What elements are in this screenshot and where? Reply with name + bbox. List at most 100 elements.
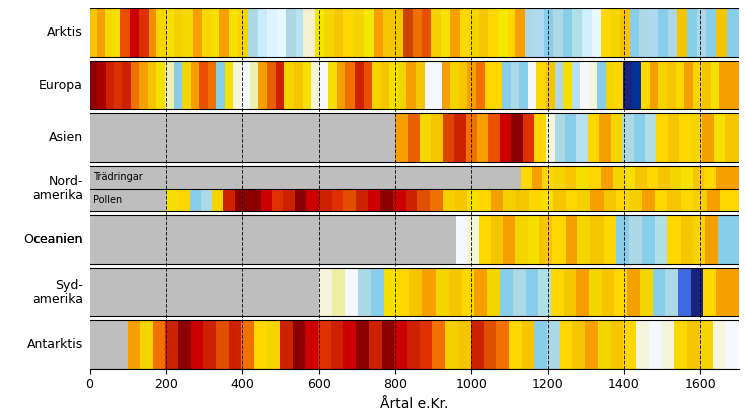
Bar [653, 268, 665, 316]
Bar [598, 321, 611, 369]
Bar [680, 189, 694, 211]
Bar [332, 268, 345, 316]
Bar [477, 114, 489, 162]
Bar [216, 321, 229, 369]
Bar [589, 268, 602, 316]
Bar [542, 166, 554, 189]
Bar [201, 189, 213, 211]
Bar [700, 321, 712, 369]
Bar [680, 215, 694, 264]
Bar [500, 114, 511, 162]
Bar [105, 61, 114, 109]
Bar [493, 61, 502, 109]
Bar [691, 268, 703, 316]
Bar [636, 166, 647, 189]
Bar [455, 189, 467, 211]
Bar [90, 166, 521, 189]
Bar [524, 8, 534, 57]
Bar [592, 8, 601, 57]
Bar [356, 321, 369, 369]
Bar [718, 215, 739, 264]
Bar [407, 61, 416, 109]
Bar [380, 61, 389, 109]
Bar [140, 8, 148, 57]
Bar [250, 61, 258, 109]
Text: Oceanien: Oceanien [24, 233, 83, 246]
Bar [697, 8, 706, 57]
Bar [213, 189, 223, 211]
Bar [588, 114, 599, 162]
Bar [403, 8, 413, 57]
Bar [598, 61, 606, 109]
Bar [442, 61, 451, 109]
Bar [417, 189, 430, 211]
Bar [674, 321, 687, 369]
Bar [519, 61, 528, 109]
Bar [416, 61, 424, 109]
Bar [538, 268, 551, 316]
Bar [521, 321, 534, 369]
Text: amerika: amerika [32, 292, 83, 305]
Bar [202, 8, 212, 57]
Bar [318, 321, 330, 369]
Bar [693, 61, 702, 109]
Bar [687, 8, 697, 57]
Bar [104, 8, 113, 57]
Text: amerika: amerika [32, 189, 83, 202]
Bar [601, 166, 612, 189]
Bar [530, 189, 541, 211]
Bar [374, 8, 383, 57]
Bar [599, 114, 611, 162]
Bar [422, 268, 436, 316]
Bar [693, 166, 704, 189]
Bar [363, 61, 372, 109]
Bar [424, 61, 433, 109]
Bar [398, 61, 407, 109]
Bar [433, 321, 445, 369]
Bar [182, 61, 191, 109]
Bar [590, 189, 604, 211]
Bar [639, 8, 649, 57]
Bar [702, 114, 714, 162]
Bar [178, 321, 191, 369]
Bar [174, 8, 183, 57]
Bar [554, 8, 563, 57]
Bar [257, 8, 267, 57]
Bar [715, 166, 739, 189]
Bar [372, 268, 384, 316]
Bar [454, 114, 466, 162]
Bar [681, 166, 693, 189]
Bar [369, 189, 380, 211]
Bar [667, 215, 680, 264]
Bar [659, 166, 670, 189]
Bar [564, 268, 576, 316]
Bar [719, 61, 739, 109]
Bar [242, 61, 250, 109]
Bar [503, 189, 516, 211]
Bar [212, 8, 219, 57]
Bar [229, 8, 239, 57]
Text: Trädringar: Trädringar [93, 172, 142, 182]
Bar [357, 268, 372, 316]
Bar [647, 166, 659, 189]
Bar [459, 61, 468, 109]
Bar [192, 8, 202, 57]
Bar [606, 61, 615, 109]
Bar [225, 61, 233, 109]
Bar [714, 114, 725, 162]
Bar [483, 321, 496, 369]
Bar [337, 61, 345, 109]
Bar [97, 61, 105, 109]
Bar [229, 321, 242, 369]
Bar [554, 189, 566, 211]
Bar [604, 215, 615, 264]
Bar [680, 114, 691, 162]
Bar [364, 8, 374, 57]
Bar [466, 114, 477, 162]
Bar [703, 268, 716, 316]
Bar [707, 189, 720, 211]
Bar [372, 61, 380, 109]
Bar [555, 114, 565, 162]
Bar [120, 8, 130, 57]
Bar [260, 189, 272, 211]
